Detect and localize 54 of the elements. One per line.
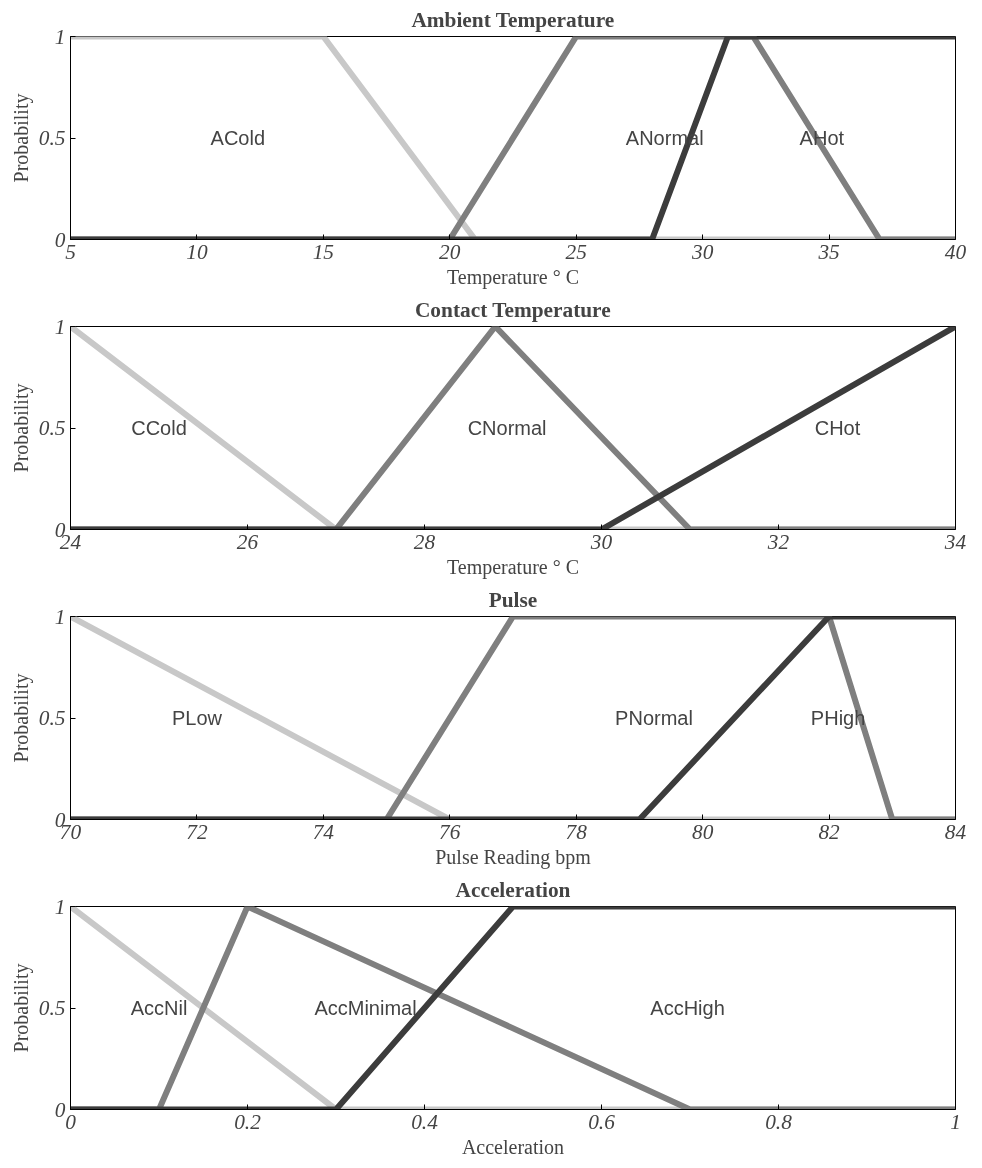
annotation: PNormal: [615, 707, 693, 729]
x-axis-title: Temperature ° C: [446, 555, 580, 579]
x-axis-title: Temperature ° C: [446, 265, 580, 289]
x-tick-label: 15: [312, 239, 335, 264]
x-tick-label: 30: [589, 529, 613, 554]
annotation: AccMinimal: [314, 997, 417, 1019]
chart-title: Contact Temperature: [414, 297, 611, 322]
x-tick-label: 0.2: [234, 1109, 262, 1134]
x-tick-label: 26: [236, 529, 259, 554]
y-axis-title: Probability: [9, 963, 33, 1053]
x-tick-label: 28: [413, 529, 436, 554]
y-tick-label: 1: [54, 24, 66, 49]
annotation: PLow: [171, 707, 223, 729]
x-tick-label: 35: [817, 239, 841, 264]
annotation: CNormal: [467, 417, 547, 439]
x-tick-label: 30: [690, 239, 714, 264]
x-tick-label: 82: [818, 819, 841, 844]
chart-title: Acceleration: [455, 877, 571, 902]
x-tick-label: 1: [950, 1109, 961, 1134]
x-tick-label: 32: [766, 529, 790, 554]
y-tick-label: 1: [54, 314, 66, 339]
x-tick-label: 40: [944, 239, 967, 264]
x-tick-label: 0.8: [765, 1109, 793, 1134]
x-axis-title: Acceleration: [461, 1135, 565, 1158]
x-tick-label: 74: [312, 819, 335, 844]
x-tick-label: 34: [943, 529, 967, 554]
annotation: CCold: [131, 417, 187, 439]
x-tick-label: 72: [186, 819, 208, 844]
x-tick-label: 80: [691, 819, 714, 844]
x-tick-label: 0.6: [588, 1109, 616, 1134]
y-tick-label: 0.5: [38, 416, 66, 440]
y-axis-title: Probability: [9, 93, 33, 183]
y-tick-label: 1: [54, 604, 66, 629]
x-tick-label: 25: [565, 239, 588, 264]
x-tick-label: 84: [944, 819, 967, 844]
y-tick-label: 1: [54, 894, 66, 919]
y-axis-title: Probability: [9, 673, 33, 763]
x-tick-label: 20: [439, 239, 461, 264]
chart-title: Ambient Temperature: [411, 7, 615, 32]
annotation: AccNil: [130, 997, 188, 1019]
y-axis-title: Probability: [9, 383, 33, 473]
annotation: ACold: [210, 127, 266, 149]
x-axis-title: Pulse Reading bpm: [435, 845, 592, 869]
x-tick-label: 0.4: [411, 1109, 439, 1134]
annotation: AccHigh: [650, 997, 725, 1019]
x-tick-label: 78: [565, 819, 588, 844]
x-tick-label: 10: [186, 239, 208, 264]
y-tick-label: 0.5: [38, 126, 66, 150]
chart-title: Pulse: [488, 587, 538, 612]
y-tick-label: 0.5: [38, 706, 66, 730]
annotation: CHot: [814, 417, 861, 439]
y-tick-label: 0.5: [38, 996, 66, 1020]
x-tick-label: 76: [439, 819, 461, 844]
x-tick-label: 5: [65, 239, 77, 264]
